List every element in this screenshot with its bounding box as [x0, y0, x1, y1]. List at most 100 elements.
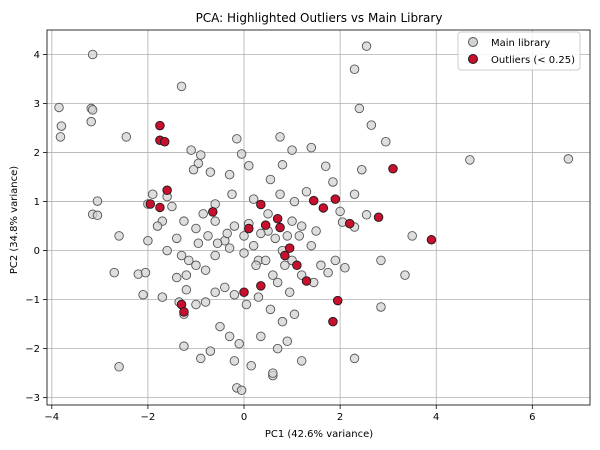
- main-library-point: [265, 304, 276, 315]
- main-library-point: [563, 154, 574, 164]
- main-library-point: [272, 343, 283, 354]
- main-library-point: [296, 356, 307, 366]
- y-tick-label: 4: [34, 50, 40, 61]
- main-library-point: [191, 299, 201, 310]
- main-library-point: [330, 255, 341, 266]
- main-library-point: [275, 189, 285, 199]
- main-library-point: [296, 221, 307, 231]
- outlier-point: [239, 287, 249, 298]
- main-library-point: [282, 336, 293, 347]
- main-library-point: [200, 265, 211, 275]
- outlier-point: [260, 220, 271, 230]
- main-library-point: [277, 316, 288, 327]
- main-library-point: [224, 331, 235, 342]
- main-library-point: [282, 231, 293, 241]
- main-library-point: [311, 226, 321, 236]
- outlier-point: [373, 212, 384, 222]
- y-tick-label: 1: [34, 197, 40, 208]
- main-library-point: [400, 270, 410, 280]
- outlier-point: [344, 218, 355, 229]
- main-library-point: [210, 216, 220, 226]
- y-axis-label: PC2 (34.8% variance): [9, 166, 20, 274]
- main-library-point: [246, 361, 256, 371]
- legend-marker-main-library: [468, 37, 478, 47]
- main-library-point: [320, 161, 331, 172]
- main-library-point: [162, 245, 172, 256]
- outlier-point: [284, 243, 295, 253]
- main-library-point: [176, 250, 187, 261]
- main-library-point: [340, 263, 350, 273]
- main-library-point: [138, 289, 148, 300]
- main-library-point: [280, 260, 290, 271]
- chart-title: PCA: Highlighted Outliers vs Main Librar…: [196, 11, 443, 25]
- x-axis-label: PC1 (42.6% variance): [265, 429, 373, 440]
- main-library-point: [215, 321, 225, 332]
- main-library-point: [289, 309, 300, 320]
- axes-frame: [46, 29, 591, 406]
- main-library-point: [248, 194, 259, 204]
- main-library-point: [349, 64, 360, 74]
- outlier-point: [256, 199, 266, 210]
- main-library-point: [188, 164, 199, 175]
- outlier-point: [301, 276, 312, 286]
- main-library-point: [253, 292, 264, 302]
- main-library-point: [87, 105, 98, 115]
- main-library-point: [277, 160, 288, 170]
- main-library-point: [157, 292, 168, 302]
- main-library-point: [287, 145, 297, 155]
- main-library-point: [203, 231, 213, 241]
- main-library-point: [232, 134, 242, 144]
- outlier-point: [159, 137, 170, 147]
- main-library-point: [270, 233, 281, 244]
- main-library-point: [86, 116, 96, 127]
- main-library-point: [212, 238, 223, 248]
- main-library-point: [236, 149, 247, 159]
- main-library-point: [349, 353, 360, 364]
- outlier-point: [275, 222, 285, 233]
- legend-marker-outliers: [468, 54, 478, 64]
- y-tick-label: 3: [34, 99, 40, 110]
- legend: Main library Outliers (< 0.25): [457, 31, 581, 71]
- main-library-point: [152, 221, 163, 231]
- outlier-point: [244, 223, 254, 234]
- main-library-point: [191, 223, 201, 234]
- main-library-point: [92, 210, 103, 221]
- main-library-point: [465, 155, 475, 165]
- main-library-point: [181, 270, 192, 280]
- main-library-point: [251, 260, 261, 271]
- main-library-point: [229, 356, 240, 366]
- main-library-point: [198, 209, 208, 219]
- main-library-point: [200, 297, 211, 307]
- main-library-point: [205, 167, 216, 177]
- main-library-point: [229, 289, 240, 300]
- x-tick-label: 2: [337, 412, 343, 423]
- main-library-point: [241, 299, 252, 310]
- main-library-point: [256, 228, 266, 239]
- main-library-point: [289, 196, 300, 207]
- main-library-point: [121, 132, 132, 142]
- outlier-point: [292, 260, 302, 271]
- main-library-point: [171, 272, 182, 283]
- main-library-point: [323, 267, 333, 278]
- main-library-point: [366, 120, 377, 130]
- x-tick-label: −4: [44, 412, 59, 423]
- x-tick-label: 0: [241, 412, 247, 423]
- plot-frame: [46, 29, 591, 406]
- y-tick-label: 2: [34, 148, 40, 159]
- main-library-point: [191, 260, 201, 271]
- main-library-point: [335, 206, 345, 217]
- outlier-point: [280, 250, 290, 261]
- main-library-point: [328, 177, 338, 187]
- main-library-point: [184, 255, 194, 266]
- y-tick-label: −1: [25, 295, 40, 306]
- outlier-point: [308, 195, 319, 206]
- main-library-point: [294, 231, 305, 241]
- main-library-point: [354, 103, 365, 114]
- y-tick-label: −3: [25, 393, 40, 404]
- y-tick-label: 0: [34, 246, 40, 257]
- main-library-point: [306, 240, 317, 251]
- outlier-point: [318, 203, 329, 213]
- main-library-point: [114, 231, 124, 241]
- main-library-point: [167, 201, 177, 212]
